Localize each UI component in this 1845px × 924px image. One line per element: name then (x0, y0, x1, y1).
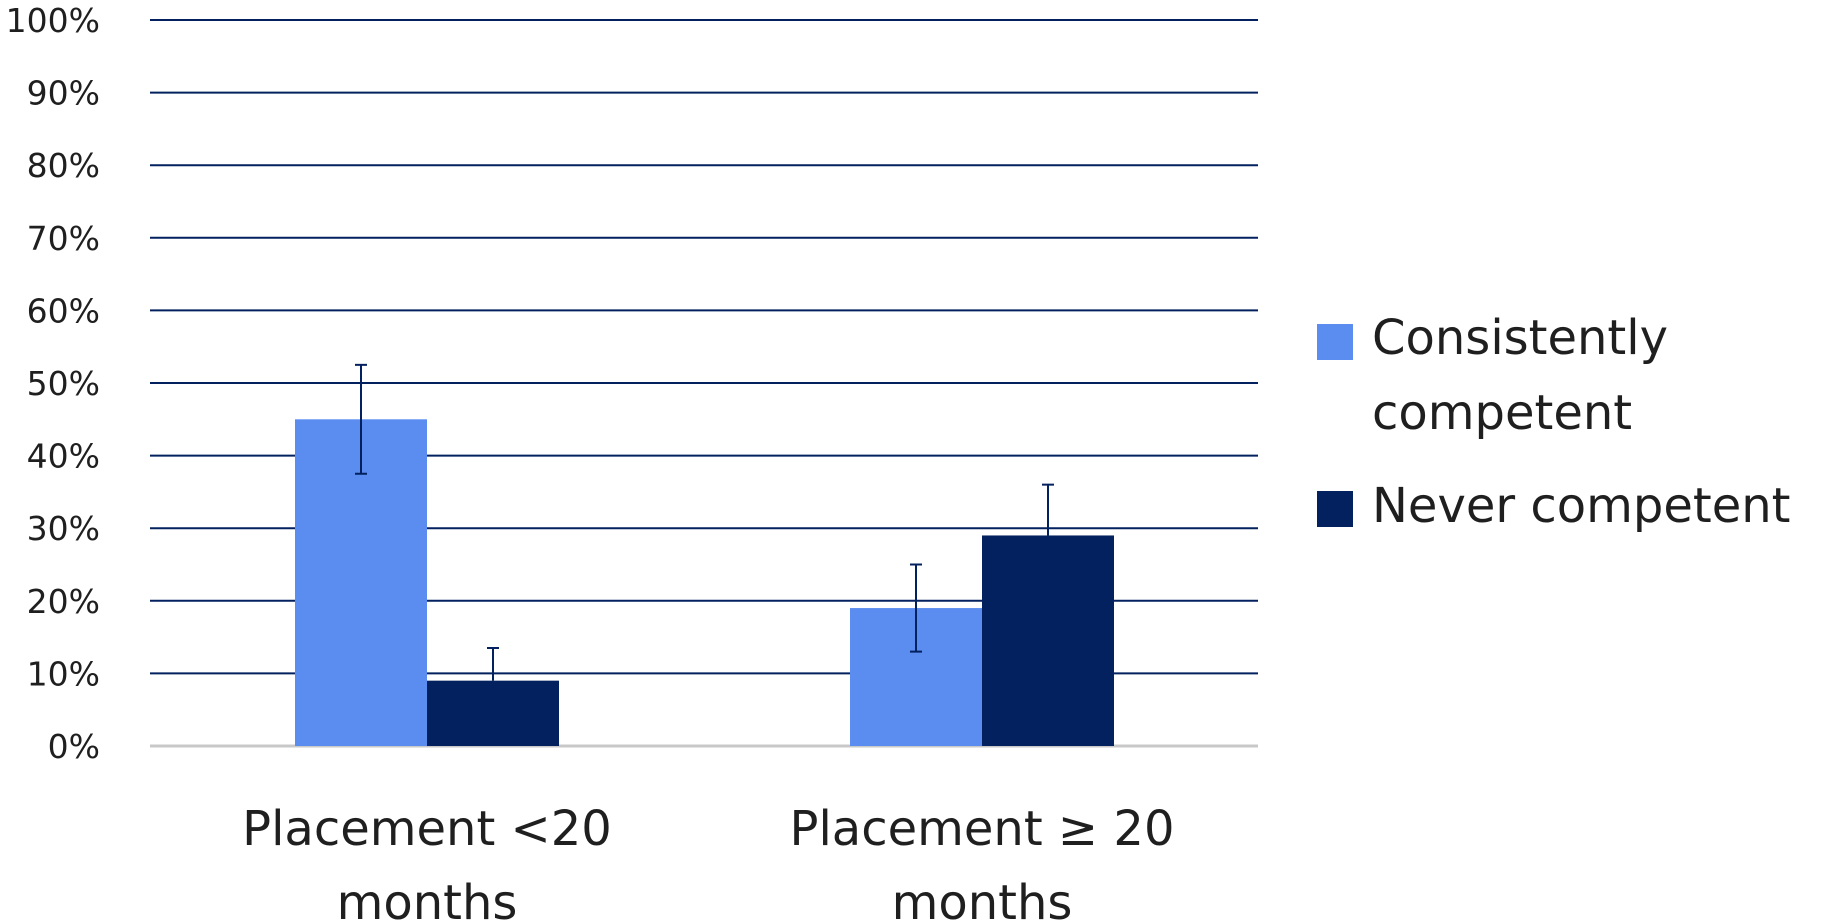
bar (982, 535, 1114, 746)
legend-label-line: competent (1372, 385, 1632, 441)
y-tick-label: 100% (6, 1, 100, 40)
bars (295, 419, 1114, 746)
x-category-label: Placement ≥ 20 months (790, 801, 1175, 924)
error-bars (355, 363, 1054, 681)
y-tick-label: 80% (27, 146, 100, 185)
x-category-label-line: Placement <20 (242, 801, 612, 857)
y-axis-tick-labels: 0% 10% 20% 30% 40% 50% 60% 70% 80% 90% 100% (6, 1, 100, 766)
x-category-label-line: months (337, 875, 518, 924)
y-tick-label: 20% (27, 582, 100, 621)
legend-item: Never competent (1317, 478, 1790, 534)
error-bar (355, 363, 367, 475)
y-tick-label: 40% (27, 437, 100, 476)
legend: Consistently competent Never competent (1317, 310, 1790, 534)
legend-item: Consistently competent (1317, 310, 1668, 441)
x-axis-category-labels: Placement <20 months Placement ≥ 20 months (242, 801, 1174, 924)
legend-label: Consistently competent (1372, 310, 1668, 441)
x-category-label-line: months (892, 875, 1073, 924)
y-tick-label: 30% (27, 509, 100, 548)
y-tick-label: 50% (27, 364, 100, 403)
y-tick-label: 70% (27, 219, 100, 258)
y-tick-label: 60% (27, 291, 100, 330)
error-bar (487, 646, 499, 681)
y-tick-label: 10% (27, 654, 100, 693)
legend-label-line: Consistently (1372, 310, 1668, 366)
x-category-label-line: Placement ≥ 20 (790, 801, 1175, 857)
y-tick-label: 90% (27, 74, 100, 113)
error-bar (910, 563, 922, 653)
x-category-label: Placement <20 months (242, 801, 612, 924)
legend-label: Never competent (1372, 478, 1790, 534)
legend-swatch (1317, 324, 1353, 360)
error-bar (1042, 483, 1054, 536)
legend-label-line: Never competent (1372, 478, 1790, 534)
y-tick-label: 0% (48, 727, 100, 766)
bar (427, 680, 559, 746)
legend-swatch (1317, 491, 1353, 527)
